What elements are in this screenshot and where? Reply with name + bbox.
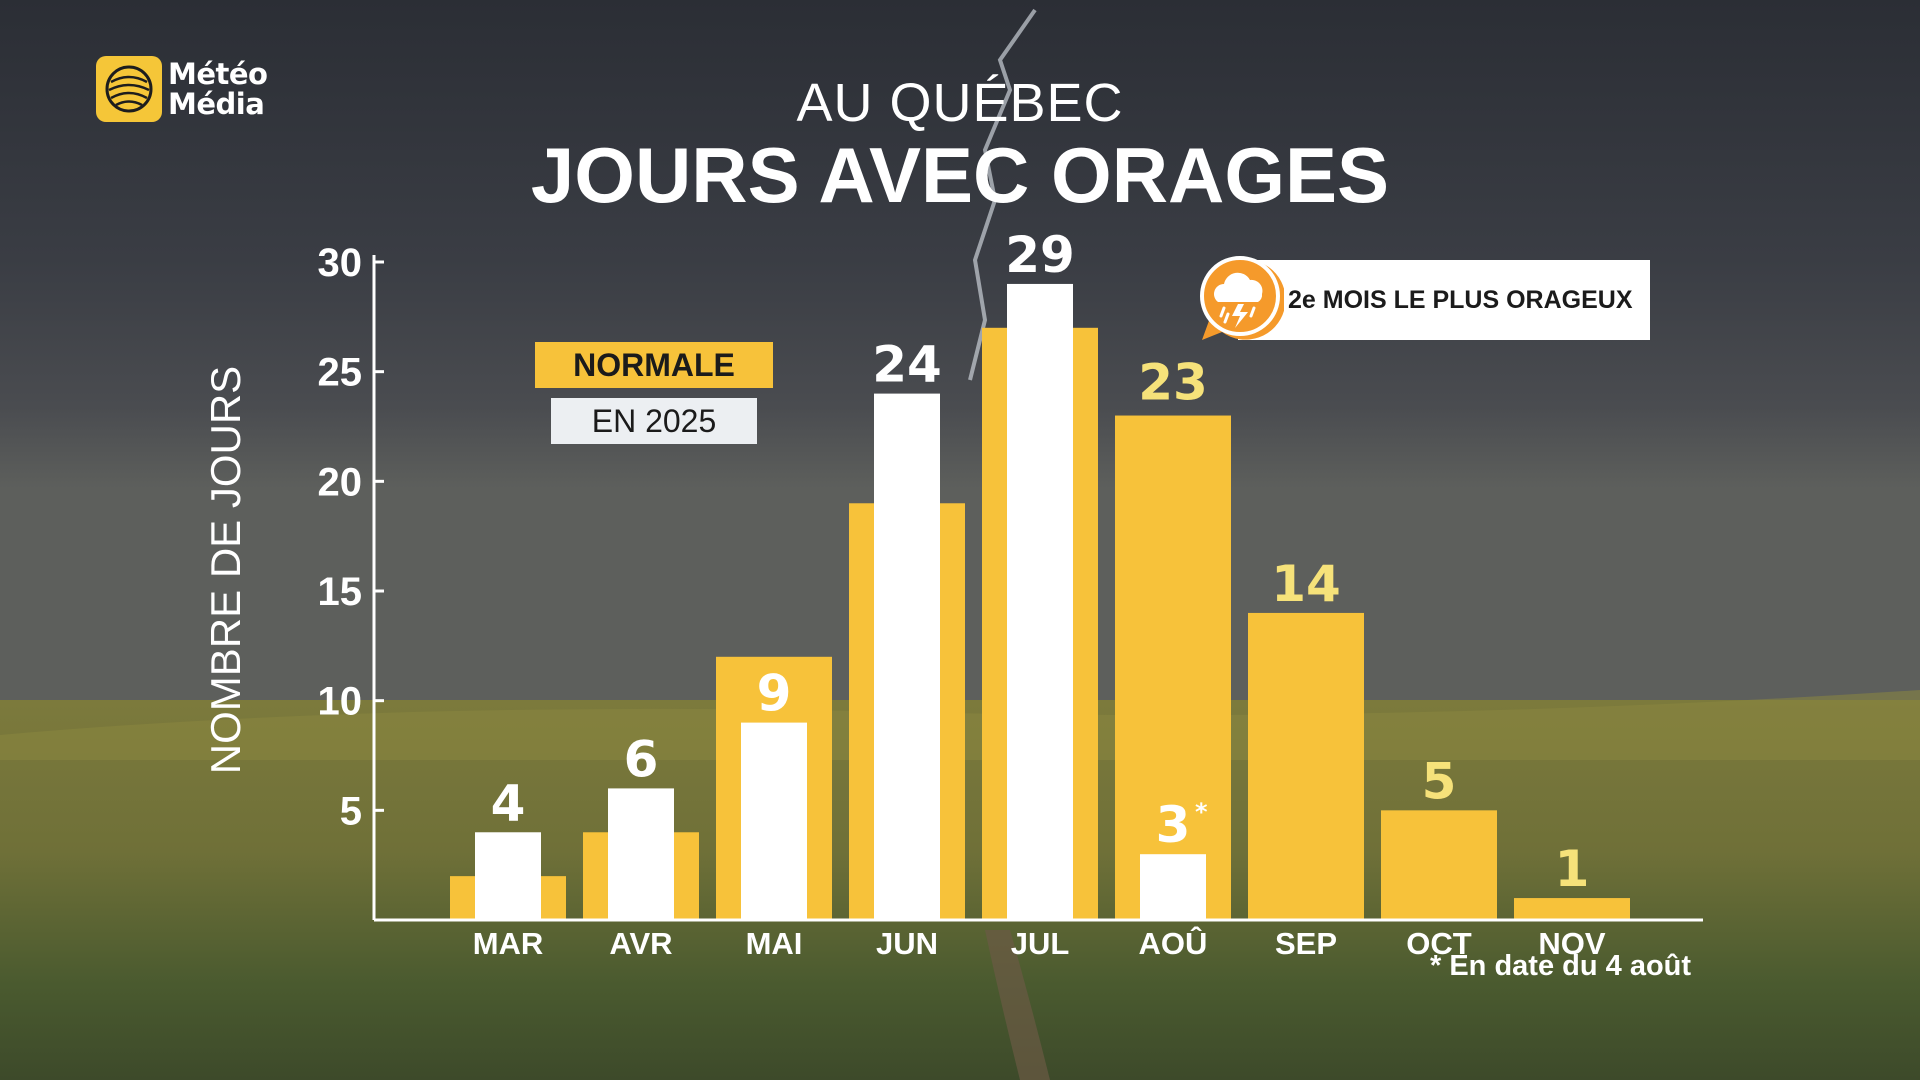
globe-logo-icon — [96, 56, 162, 122]
y-tick-label: 15 — [318, 570, 363, 614]
footnote: * En date du 4 août — [1430, 950, 1692, 982]
data-label-note: * — [1195, 798, 1208, 826]
bar-2025-mar — [475, 832, 541, 920]
chart-subtitle: AU QUÉBEC — [796, 73, 1124, 133]
bar-2025-mai — [741, 722, 807, 920]
chart-title: JOURS AVEC ORAGES — [530, 131, 1390, 219]
bar-normal-sep — [1248, 612, 1364, 920]
data-label: 9 — [757, 665, 792, 723]
callout-text: 2e MOIS LE PLUS ORAGEUX — [1288, 285, 1633, 314]
x-tick-label: MAI — [746, 926, 803, 961]
bar-normal-nov — [1514, 898, 1630, 920]
x-tick-label: OCT — [1406, 926, 1472, 961]
x-tick-label: SEP — [1275, 926, 1337, 961]
y-tick-label: 30 — [318, 241, 363, 285]
bar-normal-oct — [1381, 810, 1497, 920]
y-tick-label: 5 — [340, 789, 362, 833]
x-tick-label: MAR — [473, 926, 544, 961]
data-label: 6 — [624, 730, 659, 788]
bar-2025-avr — [608, 788, 674, 920]
callout-box: 2e MOIS LE PLUS ORAGEUX — [1238, 260, 1650, 340]
bar-normal-aoû — [1115, 415, 1231, 920]
x-tick-label: AOÛ — [1139, 925, 1208, 961]
brand-line-1: Météo — [168, 57, 268, 91]
data-label: 1 — [1555, 840, 1590, 898]
bar-2025-jul — [1007, 283, 1073, 920]
brand-line-2: Média — [168, 87, 265, 121]
y-tick-label: 25 — [318, 351, 363, 395]
data-label: 24 — [872, 336, 942, 394]
data-label-normal: 23 — [1138, 354, 1208, 412]
storm-cloud-icon — [1188, 252, 1286, 348]
bar-2025-aoû — [1140, 854, 1206, 920]
data-label: 5 — [1422, 752, 1457, 810]
x-tick-label: JUL — [1011, 926, 1070, 961]
y-tick-label: 20 — [318, 460, 363, 504]
bar-2025-jun — [874, 393, 940, 921]
y-tick-label: 10 — [318, 680, 363, 724]
data-label: 14 — [1271, 555, 1341, 613]
y-axis-label: NOMBRE DE JOURS — [202, 366, 249, 774]
x-tick-label: AVR — [609, 926, 672, 961]
x-tick-label: NOV — [1538, 926, 1606, 961]
data-label: 29 — [1005, 226, 1075, 284]
data-label: 4 — [491, 774, 526, 832]
meteomedia-logo: Météo Média — [96, 56, 268, 122]
legend-normal: NORMALE — [535, 342, 773, 388]
x-tick-label: JUN — [876, 926, 938, 961]
legend-current-year: EN 2025 — [551, 398, 757, 444]
data-label: 3 — [1156, 796, 1191, 854]
